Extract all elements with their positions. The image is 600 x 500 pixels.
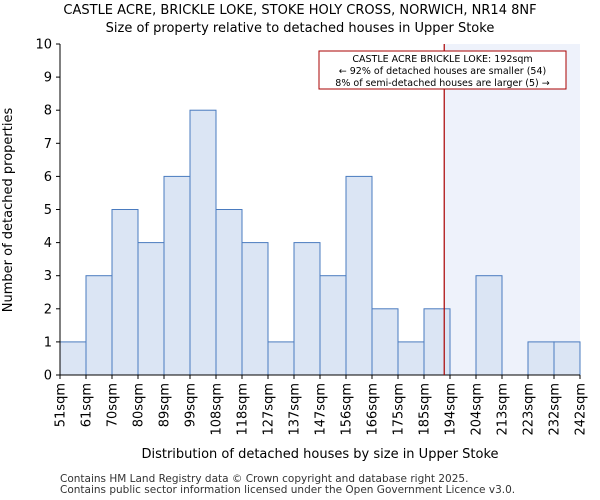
x-tick-label: 147sqm (314, 383, 329, 436)
x-tick-label: 108sqm (210, 383, 225, 436)
histogram-bar-108sqm (215, 209, 243, 376)
x-tick-label: 185sqm (418, 383, 433, 436)
x-tick-label: 70sqm (106, 383, 121, 427)
histogram-bar-137sqm (293, 242, 321, 376)
y-tick-label: 1 (44, 335, 52, 350)
y-tick-label: 6 (44, 170, 52, 185)
y-tick-label: 5 (44, 203, 52, 218)
histogram-bar-80sqm (137, 242, 165, 376)
x-tick-label: 89sqm (158, 383, 173, 427)
footer-line-2: Contains public sector information licen… (60, 484, 516, 496)
y-tick-label: 8 (44, 104, 52, 119)
histogram-bar-99sqm (189, 109, 217, 376)
y-tick-label: 9 (44, 71, 52, 86)
y-axis-label: Number of detached properties (1, 108, 16, 313)
x-tick-label: 156sqm (340, 383, 355, 436)
x-tick-label: 118sqm (236, 383, 251, 436)
annotation-line-3: 8% of semi-detached houses are larger (5… (335, 78, 549, 89)
x-tick-label: 175sqm (392, 383, 407, 436)
x-tick-label: 242sqm (574, 383, 589, 436)
y-tick-label: 7 (44, 137, 52, 152)
x-tick-label: 80sqm (132, 383, 147, 427)
larger-region-highlight (444, 44, 580, 375)
x-tick-label: 204sqm (470, 383, 485, 436)
y-tick-label: 3 (44, 269, 52, 284)
y-tick-label: 10 (35, 38, 52, 53)
histogram-bar-61sqm (85, 275, 113, 376)
histogram-bar-127sqm (267, 341, 295, 376)
histogram-bar-89sqm (163, 175, 191, 376)
y-tick-label: 4 (44, 236, 52, 251)
histogram-bar-118sqm (241, 242, 269, 376)
histogram-bar-204sqm (475, 275, 503, 376)
chart-subtitle: Size of property relative to detached ho… (105, 21, 495, 36)
x-tick-label: 99sqm (184, 383, 199, 427)
histogram-bar-70sqm (111, 209, 139, 376)
x-tick-label: 213sqm (496, 383, 511, 436)
x-axis-label: Distribution of detached houses by size … (141, 447, 498, 462)
y-tick-label: 0 (44, 369, 52, 384)
x-tick-label: 127sqm (262, 383, 277, 436)
chart-title: CASTLE ACRE, BRICKLE LOKE, STOKE HOLY CR… (63, 3, 537, 18)
x-tick-label: 137sqm (288, 383, 303, 436)
y-tick-label: 2 (44, 302, 52, 317)
footer-line-1: Contains HM Land Registry data © Crown c… (60, 473, 469, 485)
histogram-bar-175sqm (397, 341, 425, 376)
annotation-box (318, 50, 567, 90)
histogram-bar-223sqm (527, 341, 555, 376)
histogram-bar-232sqm (553, 341, 581, 376)
histogram-bar-51sqm (59, 341, 87, 376)
x-tick-label: 232sqm (548, 383, 563, 436)
histogram-bar-147sqm (319, 275, 347, 376)
x-tick-label: 51sqm (54, 383, 69, 427)
x-tick-label: 223sqm (522, 383, 537, 436)
x-tick-label: 166sqm (366, 383, 381, 436)
histogram-bar-166sqm (371, 308, 399, 376)
annotation-line-1: CASTLE ACRE BRICKLE LOKE: 192sqm (352, 54, 532, 65)
histogram-bar-185sqm (423, 308, 451, 376)
x-tick-label: 194sqm (444, 383, 459, 436)
x-tick-label: 61sqm (80, 383, 95, 427)
annotation-line-2: ← 92% of detached houses are smaller (54… (339, 66, 546, 77)
histogram-bar-156sqm (345, 175, 373, 376)
